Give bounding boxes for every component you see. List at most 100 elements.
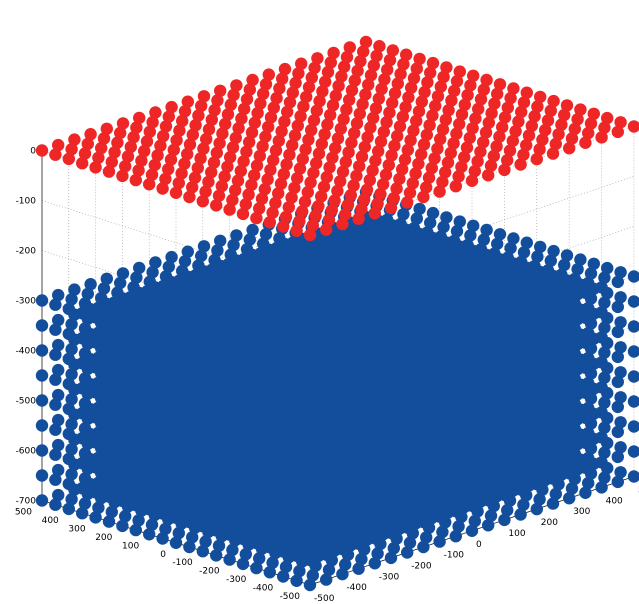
data-point bbox=[387, 417, 400, 430]
data-point bbox=[165, 250, 178, 264]
data-point bbox=[133, 261, 146, 275]
data-point bbox=[366, 164, 379, 177]
data-point bbox=[391, 227, 404, 240]
data-point bbox=[403, 536, 417, 549]
data-point bbox=[216, 277, 229, 290]
data-point bbox=[105, 480, 119, 494]
data-point bbox=[468, 439, 481, 453]
data-point bbox=[254, 97, 267, 110]
data-point bbox=[380, 116, 393, 129]
data-point bbox=[188, 171, 202, 184]
data-point bbox=[213, 287, 226, 300]
data-point bbox=[288, 129, 302, 142]
data-point bbox=[406, 327, 419, 340]
data-point bbox=[501, 504, 514, 517]
data-point bbox=[348, 276, 361, 290]
data-point bbox=[275, 125, 288, 138]
data-point bbox=[253, 402, 266, 415]
data-point bbox=[89, 386, 102, 399]
data-point bbox=[449, 330, 462, 343]
data-point bbox=[441, 306, 455, 319]
data-point bbox=[368, 207, 381, 220]
data-point bbox=[374, 285, 388, 298]
data-point bbox=[266, 481, 279, 494]
data-point bbox=[584, 267, 598, 280]
data-point bbox=[285, 191, 298, 204]
data-point bbox=[336, 517, 349, 531]
data-point bbox=[229, 131, 242, 145]
data-point bbox=[614, 466, 627, 479]
data-point bbox=[259, 228, 273, 241]
data-point bbox=[595, 406, 608, 419]
data-point bbox=[533, 143, 546, 156]
data-point bbox=[384, 551, 398, 565]
data-point bbox=[116, 469, 129, 483]
data-point bbox=[388, 237, 402, 250]
data-point bbox=[611, 425, 624, 439]
data-point bbox=[320, 448, 333, 461]
data-point bbox=[196, 520, 209, 533]
data-point bbox=[313, 244, 326, 258]
data-point bbox=[401, 346, 414, 359]
data-point bbox=[219, 117, 232, 131]
data-point bbox=[266, 381, 279, 394]
data-point bbox=[226, 468, 239, 482]
data-point bbox=[375, 232, 388, 246]
data-point bbox=[355, 352, 368, 366]
data-point bbox=[420, 381, 433, 394]
data-point bbox=[281, 255, 294, 269]
data-point bbox=[49, 398, 62, 411]
data-point bbox=[434, 282, 447, 296]
data-point bbox=[304, 176, 317, 189]
data-point bbox=[498, 413, 511, 427]
data-point bbox=[501, 354, 514, 367]
data-point bbox=[627, 120, 639, 133]
data-point bbox=[76, 357, 89, 370]
data-point bbox=[211, 244, 224, 257]
data-point bbox=[269, 196, 282, 210]
data-point bbox=[89, 411, 102, 424]
data-point bbox=[350, 267, 364, 280]
data-point bbox=[458, 301, 471, 314]
data-point bbox=[487, 299, 500, 313]
data-point bbox=[293, 464, 306, 478]
data-point bbox=[165, 100, 178, 114]
data-point bbox=[393, 322, 406, 336]
data-point bbox=[517, 473, 530, 486]
data-point bbox=[386, 96, 399, 110]
data-point bbox=[401, 521, 414, 534]
data-point bbox=[530, 327, 543, 341]
data-point bbox=[396, 260, 409, 273]
data-point bbox=[215, 179, 228, 193]
data-point bbox=[397, 208, 410, 221]
data-point bbox=[417, 138, 431, 151]
data-point bbox=[199, 460, 212, 473]
data-point bbox=[95, 141, 108, 155]
data-point bbox=[336, 392, 349, 406]
data-point bbox=[477, 136, 490, 149]
data-point bbox=[89, 311, 102, 324]
data-point bbox=[386, 44, 399, 57]
data-point bbox=[595, 381, 608, 394]
data-point bbox=[253, 552, 266, 565]
data-point bbox=[549, 362, 562, 376]
data-point bbox=[450, 225, 464, 238]
data-point bbox=[558, 108, 571, 122]
data-point bbox=[76, 432, 89, 445]
data-point bbox=[344, 189, 357, 202]
data-point bbox=[368, 532, 381, 545]
data-point bbox=[339, 408, 352, 421]
data-point bbox=[374, 135, 388, 148]
data-point bbox=[441, 156, 455, 169]
data-point bbox=[448, 84, 461, 98]
data-point bbox=[402, 91, 415, 104]
data-point bbox=[121, 300, 135, 313]
data-point bbox=[491, 87, 504, 101]
data-point bbox=[403, 486, 417, 499]
data-point bbox=[186, 431, 199, 444]
data-point bbox=[468, 314, 481, 328]
data-point bbox=[306, 444, 319, 457]
data-point bbox=[169, 536, 183, 549]
data-point bbox=[377, 125, 390, 139]
x-tick-label: -300 bbox=[379, 572, 400, 582]
